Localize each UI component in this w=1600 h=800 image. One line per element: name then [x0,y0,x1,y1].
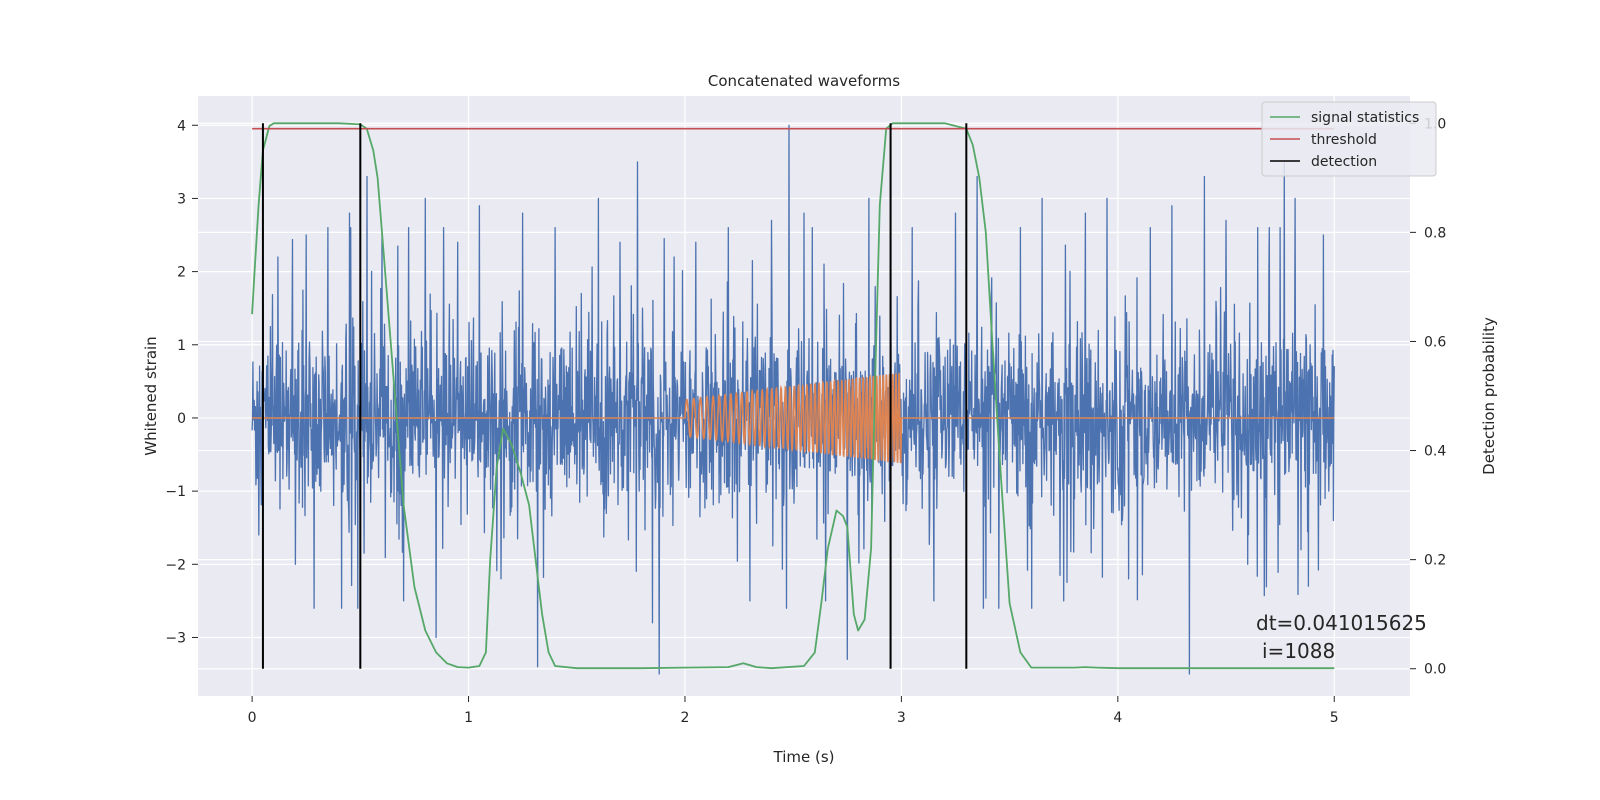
legend-label-detection: detection [1311,154,1377,170]
x-tick-label: 1 [464,710,473,726]
y2-tick-label: 0.0 [1424,662,1446,678]
y2-tick-label: 0.4 [1424,444,1446,460]
x-axis-label: Time (s) [773,748,835,766]
y2-tick-label: 0.8 [1424,225,1446,241]
y-tick-label: 2 [177,265,186,281]
injection-series [252,372,1335,464]
y-tick-label: 4 [177,118,186,134]
detection-series [261,123,968,669]
y2-axis-label: Detection probability [1480,317,1498,475]
y-axis-ticks: −3 −2 −1 0 1 2 3 4 [165,118,198,646]
x-tick-label: 5 [1330,710,1339,726]
y-tick-label: 3 [177,191,186,207]
signal-statistics-line [251,122,1335,670]
y-tick-label: −3 [165,630,186,646]
x-tick-label: 2 [681,710,690,726]
legend-label-threshold: threshold [1311,132,1377,148]
x-tick-label: 3 [897,710,906,726]
y2-tick-label: 0.6 [1424,334,1446,350]
x-tick-label: 0 [248,710,257,726]
y2-axis-ticks: 0.00.20.40.60.81.0 [1410,116,1446,678]
x-tick-label: 4 [1113,710,1122,726]
y-tick-label: 1 [177,338,186,354]
chart-title: Concatenated waveforms [708,72,900,90]
legend-label-signal-statistics: signal statistics [1311,110,1419,126]
annotation-dt: dt=0.041015625 [1256,611,1427,635]
legend-box [1261,101,1437,177]
legend: signal statistics threshold detection [1261,101,1437,177]
annotation-index: i=1088 [1262,639,1335,663]
y-axis-label: Whitened strain [142,336,160,455]
injection-line [252,372,1335,464]
y-tick-label: −1 [165,484,186,500]
y-tick-label: 0 [177,411,186,427]
signal-statistics-series [251,122,1335,670]
y2-tick-label: 0.2 [1424,553,1446,569]
x-axis-ticks: 0 1 2 3 4 5 [248,696,1339,726]
y-tick-label: −2 [165,557,186,573]
